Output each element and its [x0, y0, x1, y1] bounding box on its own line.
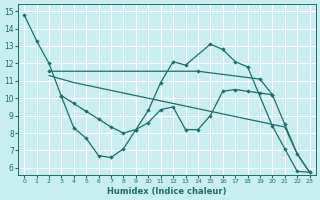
X-axis label: Humidex (Indice chaleur): Humidex (Indice chaleur) — [107, 187, 227, 196]
